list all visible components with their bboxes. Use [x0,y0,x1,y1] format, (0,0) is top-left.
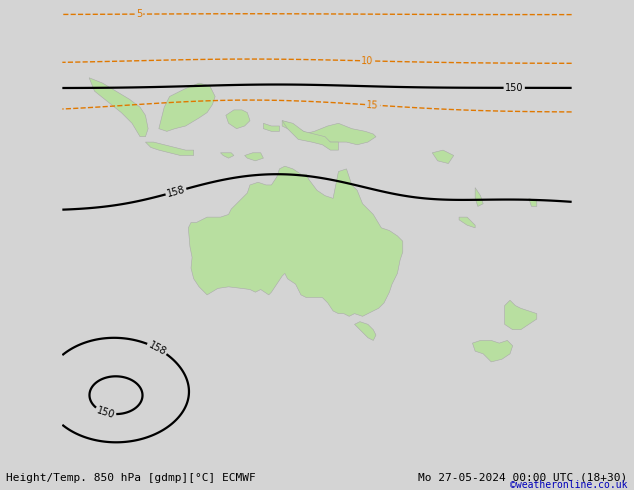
Polygon shape [159,83,215,131]
Text: 150: 150 [505,83,524,93]
Text: 158: 158 [146,340,167,357]
Text: 15: 15 [366,99,379,110]
Polygon shape [459,217,475,228]
Polygon shape [354,321,376,341]
Text: 150: 150 [96,405,116,420]
Text: Height/Temp. 850 hPa [gdmp][°C] ECMWF: Height/Temp. 850 hPa [gdmp][°C] ECMWF [6,473,256,483]
Polygon shape [282,121,376,145]
Polygon shape [282,121,339,150]
Text: ©weatheronline.co.uk: ©weatheronline.co.uk [510,480,628,490]
Polygon shape [145,142,194,155]
Polygon shape [221,153,234,158]
Text: 5: 5 [136,9,142,19]
Polygon shape [263,123,280,131]
Polygon shape [475,188,483,206]
Text: Mo 27-05-2024 00:00 UTC (18+30): Mo 27-05-2024 00:00 UTC (18+30) [418,473,628,483]
Polygon shape [472,341,513,362]
Polygon shape [505,300,537,330]
Text: 158: 158 [165,184,186,199]
Polygon shape [89,78,148,137]
Polygon shape [226,110,250,129]
Polygon shape [188,166,403,317]
Polygon shape [529,198,537,206]
Text: 10: 10 [361,56,373,66]
Polygon shape [245,153,263,161]
Polygon shape [432,150,454,164]
